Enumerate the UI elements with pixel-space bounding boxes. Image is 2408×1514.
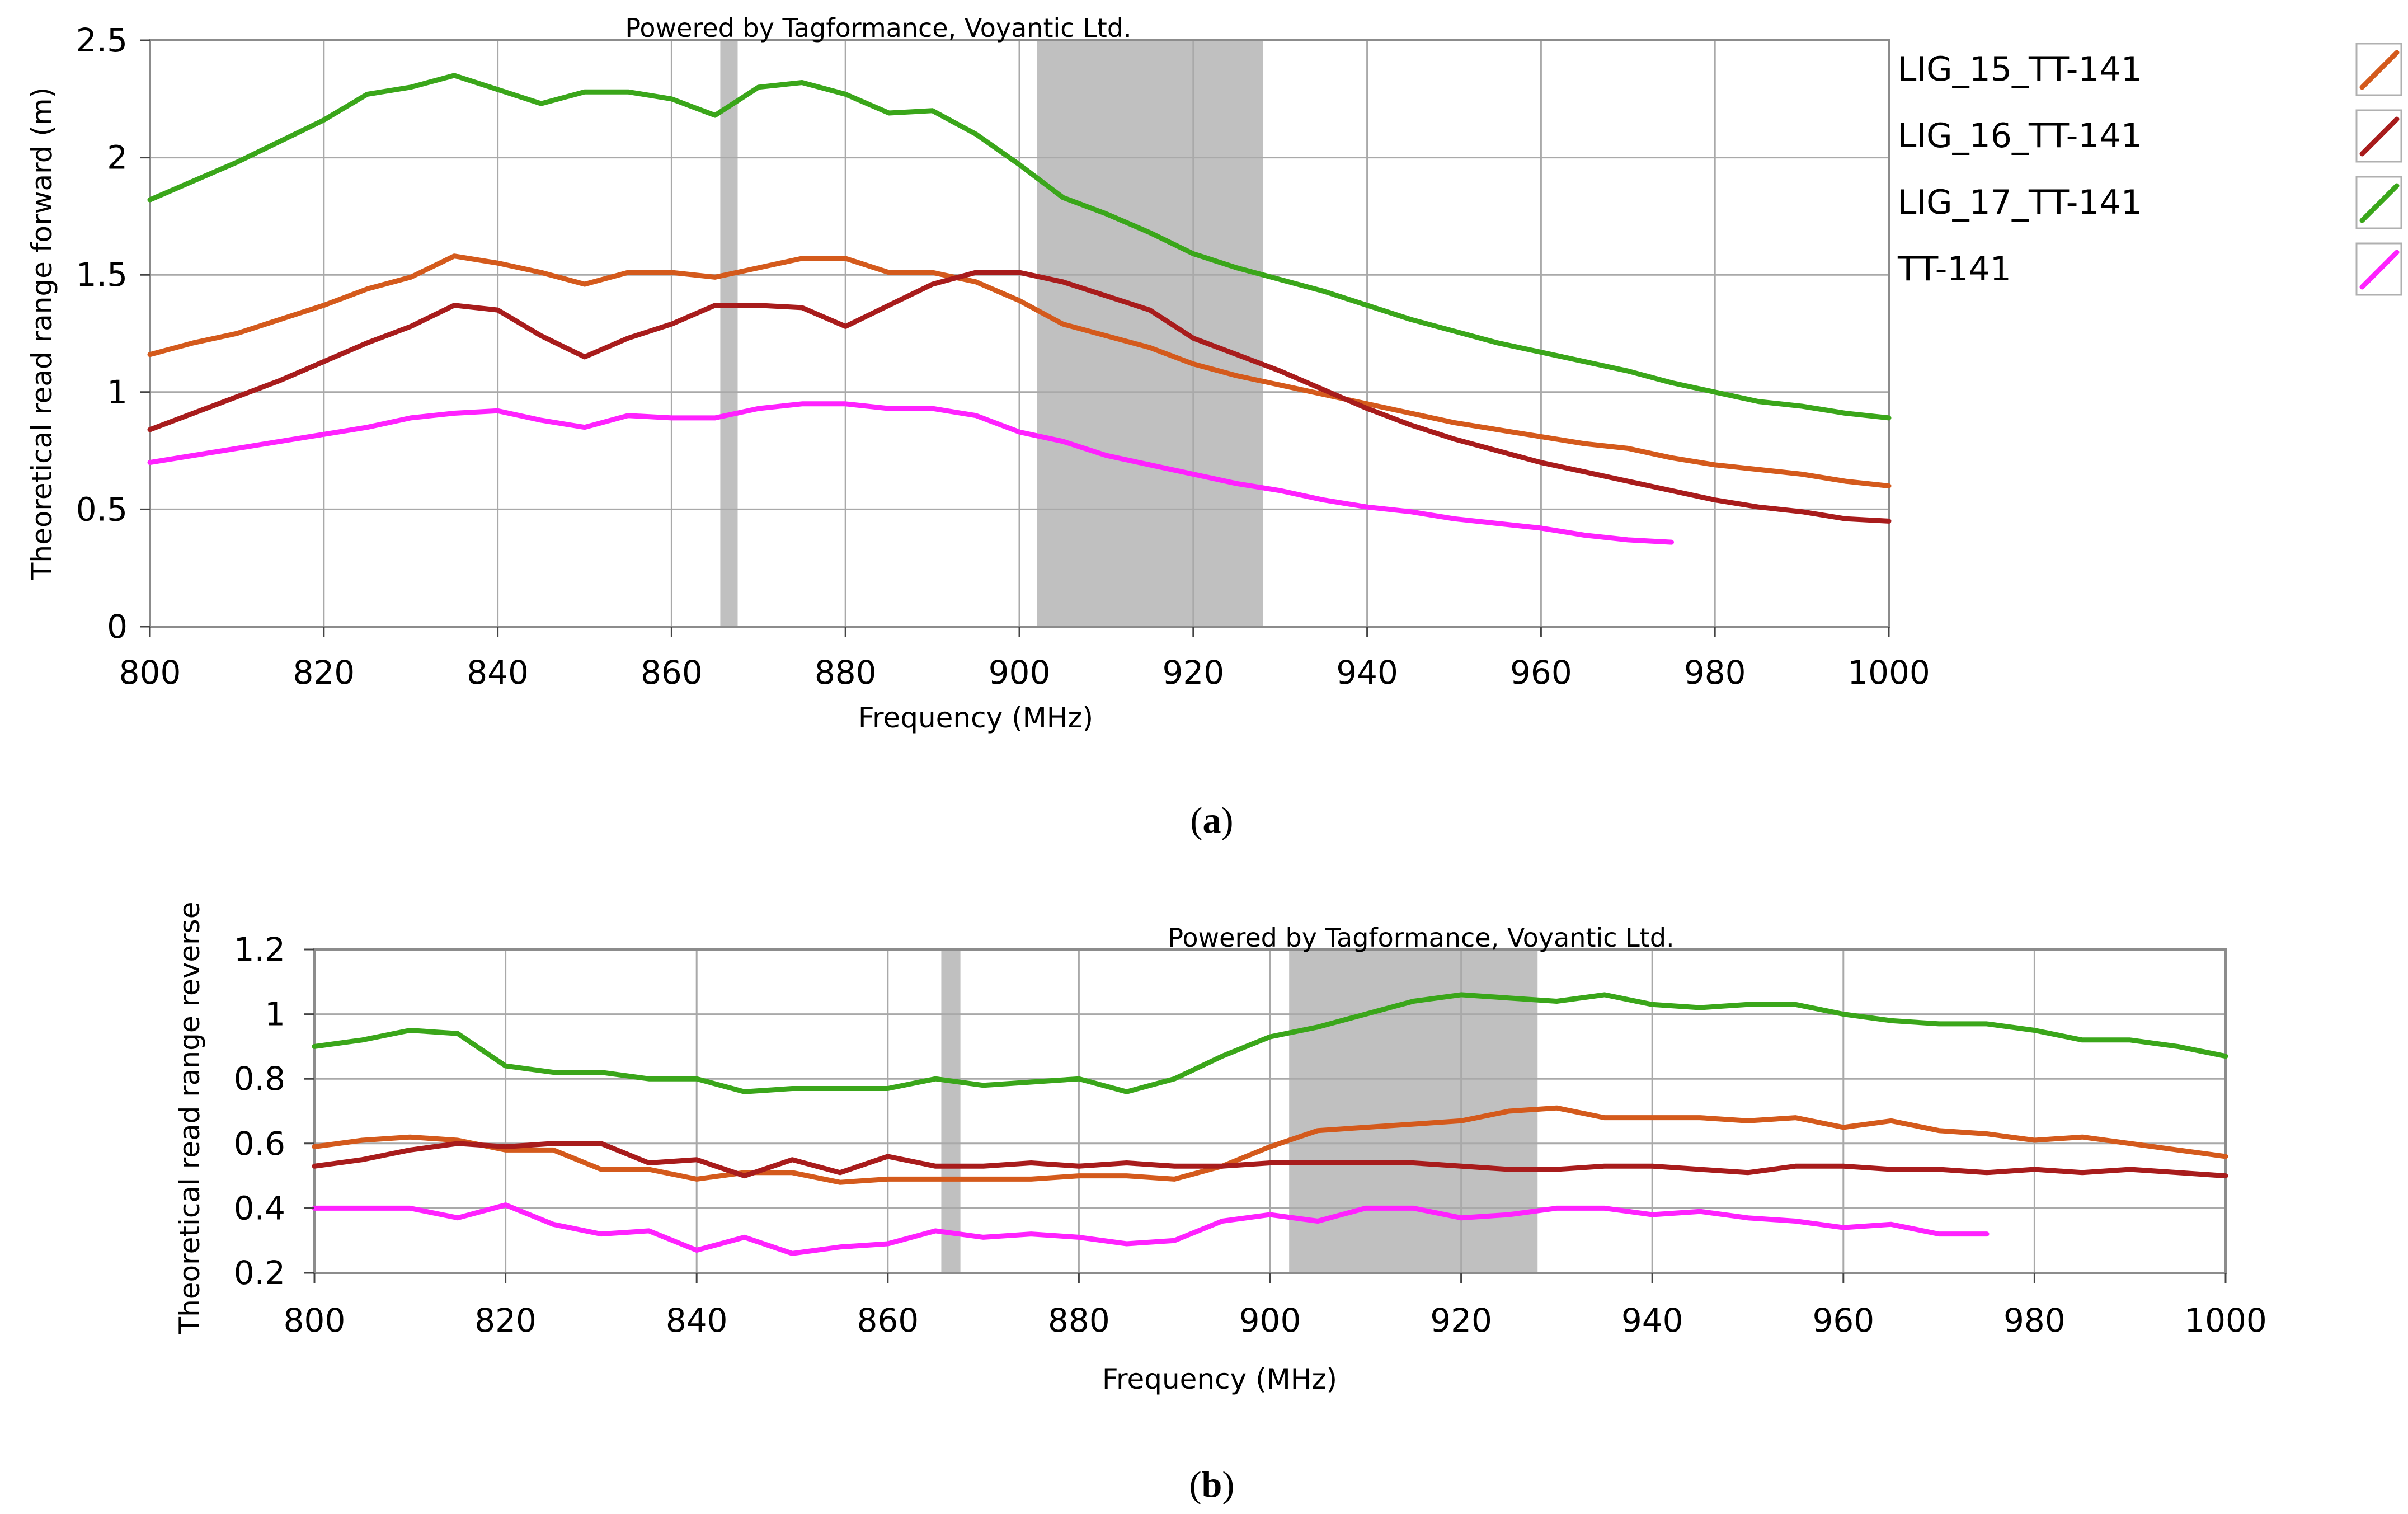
- chart-a-ytick-label-1: 0.5: [76, 490, 128, 528]
- chart-a-legend-label-1: LIG_16_TT-141: [1898, 116, 2142, 156]
- chart-b-xtick-label-1000: 1000: [2184, 1301, 2267, 1339]
- chart-b-ytick-label-3: 0.8: [234, 1060, 285, 1098]
- chart-b-shaded-band-0: [941, 949, 961, 1273]
- chart-b-series-LIG_17_TT-141: [312, 992, 2228, 1094]
- chart-a-legend-swatch-line-0: [2359, 50, 2400, 90]
- chart-b-y-axis-title: Theoretical read range reverse: [173, 902, 206, 1335]
- chart-b-xtick-label-980: 980: [2003, 1301, 2066, 1339]
- chart-a-shaded-band-1: [1037, 40, 1263, 627]
- chart-b-x-axis-title: Frequency (MHz): [1102, 1363, 1337, 1395]
- chart-a-legend-swatch-line-2: [2359, 183, 2400, 223]
- chart-a-legend-label-0: LIG_15_TT-141: [1898, 50, 2142, 89]
- chart-a-legend-label-2: LIG_17_TT-141: [1898, 183, 2142, 222]
- chart-a-xtick-label-1000: 1000: [1847, 653, 1930, 692]
- chart-a-legend: LIG_15_TT-141 LIG_16_TT-141 LIG_17_TT-141 T…: [1897, 43, 2402, 296]
- chart-b-series-TT-141: [312, 1202, 1990, 1256]
- chart-b-xtick-label-880: 880: [1048, 1301, 1110, 1339]
- chart-a-ytick-label-4: 2: [107, 139, 128, 177]
- chart-a-ytick-label-0: 0: [107, 608, 128, 646]
- chart-b-watermark: Powered by Tagformance, Voyantic Ltd.: [1168, 923, 1674, 953]
- chart-b-xtick-label-800: 800: [284, 1301, 346, 1339]
- chart-b-ytick-label-1: 0.4: [234, 1189, 285, 1227]
- chart-b-series-LIG_15_TT-141: [312, 1105, 2228, 1185]
- chart-b-x-ticks: 800 820 840 860 880 900 920 940 960 980 1000: [284, 1273, 2267, 1339]
- chart-a-series-TT-141: [147, 401, 1674, 545]
- chart-a-xtick-label-880: 880: [815, 653, 877, 692]
- chart-b-xtick-label-840: 840: [666, 1301, 728, 1339]
- chart-a-legend-label-3: TT-141: [1897, 250, 2011, 289]
- chart-b-y-ticks: 0.2 0.4 0.6 0.8 1 1.2: [234, 930, 314, 1292]
- chart-b-ytick-label-4: 1: [265, 995, 285, 1033]
- chart-a-y-ticks: 0 0.5 1 1.5 2 2.5: [76, 21, 150, 646]
- chart-a-legend-swatch-line-3: [2359, 250, 2400, 290]
- chart-a-shaded-band-0: [720, 40, 738, 627]
- chart-b-xtick-label-960: 960: [1812, 1301, 1874, 1339]
- chart-b-xtick-label-860: 860: [857, 1301, 919, 1339]
- chart-b-xtick-label-900: 900: [1239, 1301, 1301, 1339]
- chart-a-xtick-label-900: 900: [989, 653, 1051, 692]
- caption-b: (b): [1189, 1464, 1235, 1505]
- chart-a-series-LIG_17_TT-141: [147, 73, 1892, 421]
- chart-b-xtick-label-940: 940: [1621, 1301, 1683, 1339]
- chart-a: 800 820 840 860 880 900 920 940 960 980 1000 0 0.5 1…: [26, 13, 2402, 734]
- chart-a-xtick-label-980: 980: [1684, 653, 1746, 692]
- chart-a-legend-swatch-line-1: [2359, 116, 2400, 157]
- chart-a-xtick-label-840: 840: [467, 653, 529, 692]
- chart-a-xtick-label-820: 820: [293, 653, 355, 692]
- caption-a: (a): [1191, 800, 1234, 841]
- chart-a-ytick-label-2: 1: [107, 373, 128, 411]
- chart-a-x-axis-title: Frequency (MHz): [858, 702, 1093, 734]
- chart-b-xtick-label-820: 820: [474, 1301, 537, 1339]
- chart-a-xtick-label-920: 920: [1162, 653, 1224, 692]
- chart-a-series: [147, 73, 1892, 545]
- chart-b-series: [312, 992, 2228, 1256]
- chart-b-xtick-label-920: 920: [1430, 1301, 1492, 1339]
- chart-b-ytick-label-5: 1.2: [234, 930, 285, 968]
- chart-a-xtick-label-860: 860: [641, 653, 703, 692]
- chart-a-series-LIG_15_TT-141: [147, 253, 1892, 488]
- chart-a-ytick-label-5: 2.5: [76, 21, 128, 59]
- chart-b-series-LIG_16_TT-141: [312, 1141, 2228, 1179]
- chart-a-xtick-label-800: 800: [119, 653, 181, 692]
- chart-b-ytick-label-0: 0.2: [234, 1254, 285, 1292]
- chart-a-y-axis-title: Theoretical read range forward (m): [26, 87, 58, 580]
- chart-a-ytick-label-3: 1.5: [76, 256, 128, 294]
- chart-a-x-ticks: 800 820 840 860 880 900 920 940 960 980 1000: [119, 627, 1930, 692]
- chart-a-xtick-label-960: 960: [1510, 653, 1572, 692]
- chart-b-ytick-label-2: 0.6: [234, 1125, 285, 1163]
- chart-a-shaded-bands: [720, 40, 1263, 627]
- chart-a-xtick-label-940: 940: [1336, 653, 1398, 692]
- chart-a-watermark: Powered by Tagformance, Voyantic Ltd.: [625, 13, 1131, 43]
- chart-b: 800 820 840 860 880 900 920 940 960 980 1000 0.20.…: [173, 902, 2267, 1395]
- chart-a-series-LIG_16_TT-141: [147, 270, 1892, 524]
